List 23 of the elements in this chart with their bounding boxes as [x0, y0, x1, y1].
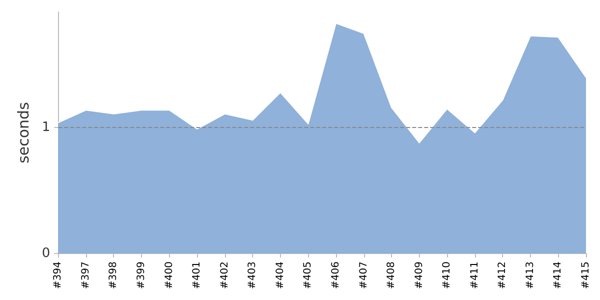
- y-tick-label: 1: [42, 120, 50, 136]
- x-tick-label: #406: [330, 262, 342, 290]
- x-tick-label: #410: [442, 262, 453, 290]
- x-tick-label: #401: [192, 262, 203, 290]
- x-tick-label: #402: [219, 262, 230, 290]
- x-tick-label: #414: [552, 262, 564, 290]
- x-tick-label: #403: [247, 262, 258, 290]
- x-tick-label: #404: [274, 262, 286, 290]
- x-tick-label: #399: [136, 262, 148, 290]
- x-tick-label: #411: [469, 262, 480, 290]
- x-tick-label: #405: [302, 262, 314, 290]
- x-tick-label: #400: [164, 262, 175, 290]
- x-tick-label: #412: [497, 262, 508, 290]
- x-tick-label: #409: [414, 262, 425, 290]
- x-tick-label: #415: [580, 262, 592, 290]
- y-axis-title: seconds: [14, 102, 32, 164]
- x-tick-label: #398: [108, 262, 120, 290]
- x-tick-label: #394: [52, 262, 64, 290]
- y-tick-label: 0: [42, 246, 50, 262]
- x-tick-label: #408: [386, 262, 398, 290]
- x-tick-label: #407: [358, 262, 370, 290]
- x-tick-label: #397: [80, 262, 92, 290]
- x-tick-label: #413: [524, 262, 536, 290]
